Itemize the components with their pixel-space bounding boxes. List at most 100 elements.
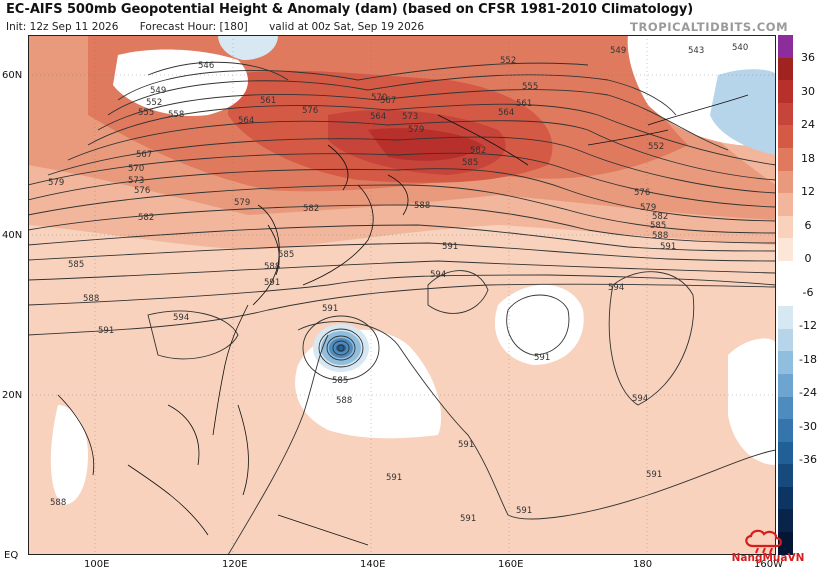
lon-label: 140E xyxy=(360,559,386,570)
colorbar-segment xyxy=(778,102,793,126)
contour-label: 576 xyxy=(634,188,650,198)
coast-philippines xyxy=(237,404,249,496)
lon-label: 160W xyxy=(754,559,783,570)
height-contours xyxy=(28,61,776,555)
valid-time: valid at 00z Sat, Sep 19 2026 xyxy=(269,21,425,33)
contour-label: 591 xyxy=(458,440,474,450)
colorbar-segment xyxy=(778,351,793,374)
anomaly-negative-north xyxy=(218,35,278,60)
contour-label: 585 xyxy=(332,376,348,386)
contour-591-north xyxy=(28,283,776,336)
lat-label: 20N xyxy=(2,390,23,401)
cyclone-contour-579 xyxy=(332,340,350,356)
coastlines xyxy=(57,94,749,546)
colorbar-tick-label: 30 xyxy=(801,84,815,98)
colorbar-segment xyxy=(778,373,793,397)
anomaly-neutral-cell xyxy=(494,284,584,365)
contour-label: 561 xyxy=(516,99,532,109)
contour-558 xyxy=(87,103,776,166)
colorbar-segment xyxy=(778,419,793,442)
map-frame xyxy=(28,35,776,555)
lat-label: EQ xyxy=(4,550,19,561)
colorbar-tick-label: -30 xyxy=(799,419,817,433)
anomaly-negative-alaska xyxy=(710,69,776,155)
anomaly-band-36 xyxy=(368,128,483,161)
graticule xyxy=(28,35,776,555)
colorbar-tick-label: -6 xyxy=(802,285,814,299)
contour-label: 540 xyxy=(732,43,748,53)
contour-label: 585 xyxy=(68,260,84,270)
colorbar-tick-label: 18 xyxy=(801,151,815,165)
contour-579 xyxy=(28,224,776,252)
contour-label: 579 xyxy=(48,178,64,188)
contour-label: 549 xyxy=(150,86,166,96)
colorbar-tick-label: -18 xyxy=(799,352,817,366)
contour-label: 588 xyxy=(83,294,99,304)
contour-label: 585 xyxy=(650,221,666,231)
contour-label: 564 xyxy=(370,112,386,122)
contour-label: 582 xyxy=(652,212,668,222)
colorbar-segment xyxy=(778,35,793,58)
contour-label: 588 xyxy=(264,262,280,272)
contour-594-b xyxy=(608,271,695,406)
anomaly-neutral-east xyxy=(728,338,776,465)
contour-label: 582 xyxy=(138,213,154,223)
coast-borneo xyxy=(127,464,209,536)
lat-label: 60N xyxy=(2,70,23,81)
contour-label: 591 xyxy=(646,470,662,480)
contour-label: 564 xyxy=(498,108,514,118)
contour-label: 579 xyxy=(234,198,250,208)
colorbar-segment xyxy=(778,328,793,352)
lon-label: 160E xyxy=(498,559,524,570)
colorbar-segment xyxy=(778,283,793,307)
contour-576 xyxy=(28,204,776,244)
colorbar-segment xyxy=(778,260,793,284)
contour-573 xyxy=(28,184,776,234)
contour-label: 594 xyxy=(632,394,648,404)
cyclone-contour-588 xyxy=(302,315,380,381)
contour-label: 588 xyxy=(414,201,430,211)
contour-label: 585 xyxy=(278,250,294,260)
map-panel: 546 549 552 555 558 561 564 567 570 573 … xyxy=(28,35,776,555)
colorbar-segment xyxy=(778,193,793,216)
contour-564 xyxy=(47,136,776,194)
colorbar-segment xyxy=(778,80,793,103)
contour-label: 588 xyxy=(336,396,352,406)
contour-label: 552 xyxy=(500,56,516,66)
contour-label: 543 xyxy=(688,46,704,56)
contour-label: 564 xyxy=(238,116,254,126)
colorbar-segment xyxy=(778,215,793,239)
geopotential-map: 546 549 552 555 558 561 564 567 570 573 … xyxy=(28,35,776,555)
colorbar-segment xyxy=(778,170,793,194)
colorbar-segment xyxy=(778,396,793,420)
colorbar-segment xyxy=(778,486,793,510)
contour-label: 561 xyxy=(260,96,276,106)
contour-546 xyxy=(147,61,289,81)
contour-label-group: 546 549 552 555 558 561 564 567 570 573 … xyxy=(48,43,748,524)
contour-591-cell xyxy=(506,294,570,356)
coast-new-guinea xyxy=(277,514,369,546)
contour-594-a xyxy=(427,270,489,314)
colorbar-segment xyxy=(778,125,793,148)
contour-label: 588 xyxy=(652,231,668,241)
colorbar-tick-label: 6 xyxy=(804,218,812,232)
contour-label: 549 xyxy=(610,46,626,56)
colorbar-segment xyxy=(778,464,793,487)
contour-label: 576 xyxy=(134,186,150,196)
init-time: Init: 12z Sep 11 2026 xyxy=(6,21,119,33)
contour-label: 579 xyxy=(408,125,424,135)
chart-title: EC-AIFS 500mb Geopotential Height & Anom… xyxy=(6,2,694,17)
contour-label: 570 xyxy=(371,93,387,103)
contour-591-west xyxy=(227,334,329,555)
colorbar-tick-label: -12 xyxy=(799,319,817,332)
coast-alaska xyxy=(647,94,749,126)
colorbar-tick-label: -24 xyxy=(799,386,817,399)
anomaly-colorbar xyxy=(778,35,793,555)
colorbar-tick-label: 36 xyxy=(801,51,815,64)
contour-label: 552 xyxy=(146,98,162,108)
colorbar-tick-label: 0 xyxy=(804,252,812,265)
cyclone-contour-582 xyxy=(326,335,356,361)
contour-549 xyxy=(117,62,589,101)
contour-label: 582 xyxy=(470,146,486,156)
lat-label: 40N xyxy=(2,230,23,241)
